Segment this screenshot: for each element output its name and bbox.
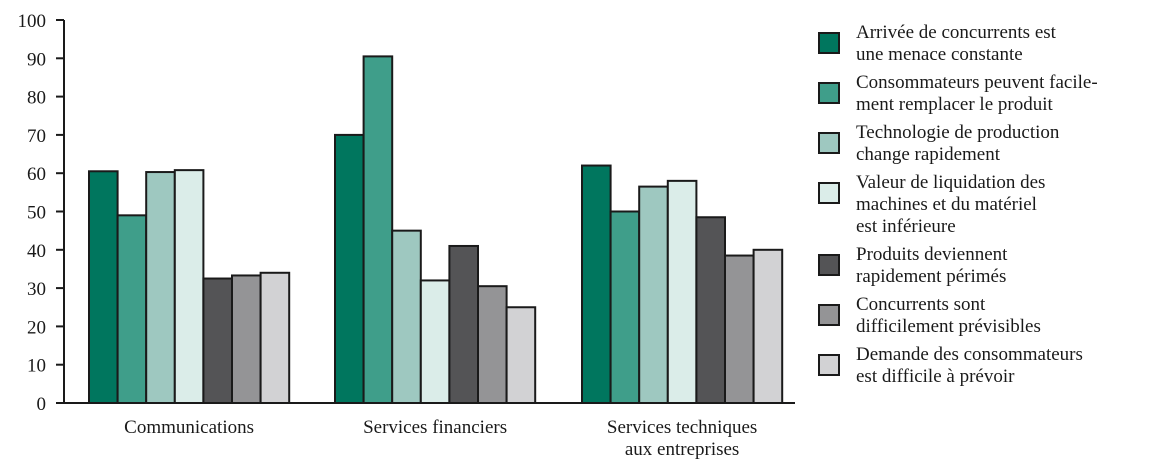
bar: [638, 185, 669, 404]
legend-label: Produits deviennent rapidement périmés: [856, 244, 1008, 287]
bar: [419, 279, 451, 404]
legend-item: Concurrents sont difficilement prévisibl…: [818, 294, 1163, 338]
legend-swatch: [818, 82, 840, 104]
bar: [609, 210, 641, 404]
legend-swatch: [818, 182, 840, 204]
legend-item: Technologie de production change rapidem…: [818, 122, 1163, 166]
bar: [202, 277, 233, 404]
x-category-label: Services financiers: [363, 417, 507, 438]
legend-label: Valeur de liquidation des machines et du…: [856, 172, 1046, 237]
legend-item: Produits deviennent rapidement périmés: [818, 244, 1163, 288]
y-tick-label: 60: [27, 164, 46, 185]
bar: [448, 244, 479, 404]
bar: [477, 285, 508, 404]
legend-swatch: [818, 254, 840, 276]
bar: [752, 248, 784, 404]
y-tick-label: 50: [27, 203, 46, 224]
legend-item: Valeur de liquidation des machines et du…: [818, 172, 1163, 238]
legend-swatch: [818, 354, 840, 376]
y-tick-label: 20: [27, 317, 46, 338]
bar: [231, 274, 262, 404]
bar: [334, 133, 365, 404]
bar-chart: 0 10 20 30 40 50 60 70 80 90 100 Communications Ser…: [18, 11, 795, 460]
bar: [145, 171, 176, 404]
x-category-label: Services techniques aux entreprises: [607, 417, 757, 460]
y-tick-label: 80: [27, 88, 46, 109]
legend-label: Concurrents sont difficilement prévisibl…: [856, 294, 1041, 337]
bar: [666, 179, 698, 404]
x-category-label: Communications: [124, 417, 254, 438]
bar: [362, 55, 394, 404]
legend-item: Arrivée de concurrents est une menace co…: [818, 22, 1163, 66]
legend: Arrivée de concurrents est une menace co…: [818, 22, 1163, 394]
bar: [116, 214, 148, 404]
legend-item: Demande des consommateurs est difficile …: [818, 344, 1163, 388]
bar: [724, 254, 755, 404]
y-axis: 0 10 20 30 40 50 60 70 80 90 100: [18, 11, 65, 415]
y-tick-label: 0: [37, 394, 47, 415]
y-tick-label: 10: [27, 356, 46, 377]
bar: [695, 216, 727, 404]
legend-swatch: [818, 132, 840, 154]
legend-label: Arrivée de concurrents est une menace co…: [856, 22, 1056, 65]
legend-label: Technologie de production change rapidem…: [856, 122, 1060, 165]
bar: [581, 164, 612, 404]
y-tick-label: 30: [27, 279, 46, 300]
bar: [505, 306, 537, 404]
legend-item: Consommateurs peuvent facile- ment rempl…: [818, 72, 1163, 116]
bar: [259, 271, 291, 404]
y-tick-label: 90: [27, 49, 46, 70]
bar: [173, 169, 205, 404]
legend-label: Demande des consommateurs est difficile …: [856, 344, 1083, 387]
legend-swatch: [818, 304, 840, 326]
bar: [391, 229, 422, 404]
x-axis: Communications Services financiers Service…: [56, 402, 795, 460]
legend-label: Consommateurs peuvent facile- ment rempl…: [856, 72, 1098, 115]
legend-swatch: [818, 32, 840, 54]
bar: [88, 170, 119, 404]
y-tick-label: 70: [27, 126, 46, 147]
y-tick-label: 100: [18, 11, 47, 32]
y-tick-label: 40: [27, 241, 46, 262]
bars: [88, 55, 784, 404]
